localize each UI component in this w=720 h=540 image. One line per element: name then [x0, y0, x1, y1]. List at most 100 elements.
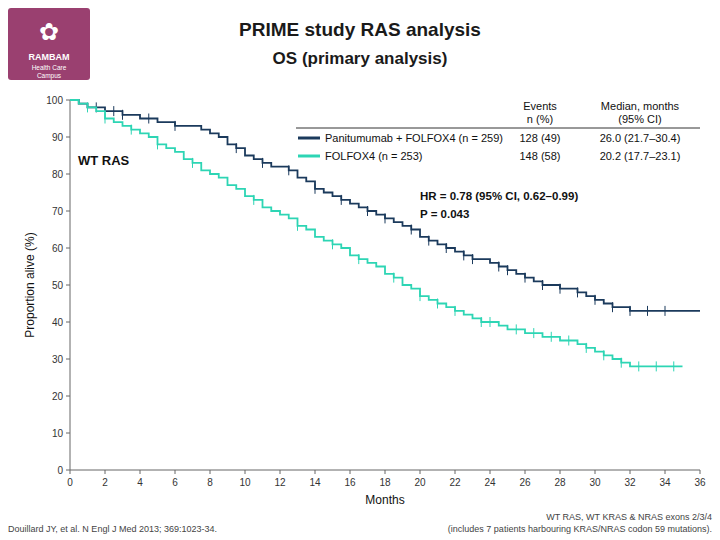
- censor-mark: [630, 306, 631, 316]
- x-tick-label: 12: [274, 477, 286, 488]
- censor-mark: [253, 195, 254, 205]
- censor-mark: [533, 328, 534, 338]
- stat-text: HR = 0.78 (95% CI, 0.62–0.99): [420, 190, 578, 202]
- axes: 0246810121416182022242628303234360102030…: [23, 95, 706, 508]
- censor-mark: [262, 158, 263, 168]
- x-tick-label: 4: [137, 477, 143, 488]
- subtitle: OS (primary analysis): [273, 49, 448, 68]
- censor-mark: [420, 291, 421, 301]
- x-tick: [700, 470, 701, 474]
- y-tick-label: 100: [46, 95, 63, 106]
- censor-mark: [367, 206, 368, 216]
- legend-header: (95% CI): [618, 113, 661, 125]
- censor-mark: [341, 195, 342, 205]
- censor-mark: [490, 317, 491, 327]
- x-tick: [350, 470, 351, 474]
- chart: ✿RAMBAMHealth CareCampusPRIME study RAS …: [0, 0, 720, 540]
- censor-mark: [525, 273, 526, 283]
- footnote: Douillard JY, et al. N Engl J Med 2013; …: [8, 524, 217, 534]
- x-tick-label: 14: [309, 477, 321, 488]
- censor-mark: [647, 306, 648, 316]
- legend-swatch: [298, 137, 320, 140]
- legend-header: n (%): [527, 113, 553, 125]
- x-tick-label: 0: [67, 477, 73, 488]
- y-tick: [66, 433, 70, 434]
- y-tick: [66, 137, 70, 138]
- x-tick: [420, 470, 421, 474]
- censor-mark: [87, 102, 88, 112]
- censor-mark: [516, 324, 517, 334]
- censor-mark: [656, 361, 657, 371]
- logo-text: Campus: [37, 72, 62, 80]
- x-tick-label: 20: [414, 477, 426, 488]
- y-tick-label: 40: [52, 317, 64, 328]
- x-tick-label: 32: [624, 477, 636, 488]
- censor-mark: [481, 317, 482, 327]
- legend-entry: FOLFOX4 (n = 253): [325, 150, 423, 162]
- logo: ✿RAMBAMHealth CareCampus: [8, 8, 90, 80]
- y-tick-label: 20: [52, 391, 64, 402]
- legend-entry: Panitumumab + FOLFOX4 (n = 259): [325, 132, 503, 144]
- censor-mark: [411, 225, 412, 235]
- censor-mark: [192, 158, 193, 168]
- y-tick-label: 30: [52, 354, 64, 365]
- y-tick: [66, 100, 70, 101]
- censor-mark: [586, 343, 587, 353]
- x-tick-label: 22: [449, 477, 461, 488]
- censor-mark: [463, 250, 464, 260]
- censor-mark: [673, 361, 674, 371]
- y-tick: [66, 248, 70, 249]
- footnote: (includes 7 patients harbouring KRAS/NRA…: [448, 524, 712, 534]
- background: [0, 0, 720, 540]
- censor-mark: [603, 350, 604, 360]
- y-tick-label: 60: [52, 243, 64, 254]
- x-tick-label: 6: [172, 477, 178, 488]
- legend-cell: 128 (49): [520, 132, 561, 144]
- x-tick: [525, 470, 526, 474]
- censor-mark: [595, 295, 596, 305]
- censor-mark: [621, 358, 622, 368]
- x-tick-label: 8: [207, 477, 213, 488]
- legend: Eventsn (%)Median, months(95% CI)Panitum…: [296, 100, 700, 162]
- censor-mark: [288, 165, 289, 175]
- censor-mark: [428, 236, 429, 246]
- legend-cell: 148 (58): [520, 150, 561, 162]
- plot-marks: [70, 100, 700, 371]
- y-axis-label: Proportion alive (%): [23, 232, 37, 337]
- censor-mark: [542, 280, 543, 290]
- censor-mark: [472, 254, 473, 264]
- x-tick: [210, 470, 211, 474]
- x-tick: [665, 470, 666, 474]
- y-tick: [66, 396, 70, 397]
- logo-text: Health Care: [32, 64, 67, 71]
- x-tick: [280, 470, 281, 474]
- annotations: WT RASHR = 0.78 (95% CI, 0.62–0.99)P = 0…: [78, 153, 578, 220]
- legend-header: Events: [523, 100, 557, 112]
- x-tick-label: 10: [239, 477, 251, 488]
- y-tick: [66, 174, 70, 175]
- censor-mark: [332, 239, 333, 249]
- stat-text: P = 0.043: [420, 208, 469, 220]
- censor-mark: [148, 114, 149, 124]
- footnote: WT RAS, WT KRAS & NRAS exons 2/3/4: [546, 512, 712, 522]
- y-tick: [66, 322, 70, 323]
- x-tick-label: 24: [484, 477, 496, 488]
- legend-swatch: [298, 155, 320, 158]
- x-axis-label: Months: [365, 493, 404, 507]
- y-tick-label: 90: [52, 132, 64, 143]
- x-tick: [105, 470, 106, 474]
- censor-mark: [236, 143, 237, 153]
- x-tick: [455, 470, 456, 474]
- legend-cell: 20.2 (17.7–23.1): [600, 150, 681, 162]
- x-tick-label: 34: [659, 477, 671, 488]
- censor-mark: [105, 114, 106, 124]
- y-tick: [66, 211, 70, 212]
- censor-mark: [122, 110, 123, 120]
- y-tick-label: 50: [52, 280, 64, 291]
- censor-mark: [385, 213, 386, 223]
- censor-mark: [393, 273, 394, 283]
- censor-mark: [498, 262, 499, 272]
- censor-mark: [455, 306, 456, 316]
- censor-mark: [297, 221, 298, 231]
- censor-mark: [612, 302, 613, 312]
